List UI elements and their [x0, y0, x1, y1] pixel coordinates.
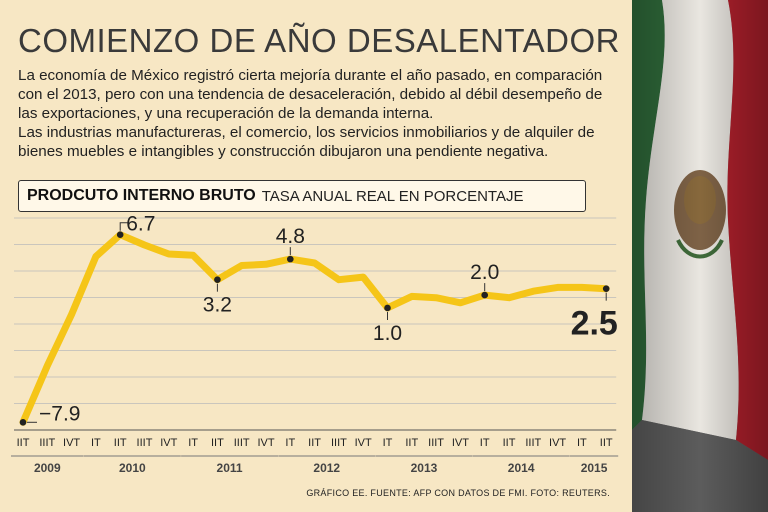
infographic-panel: COMIENZO DE AÑO DESALENTADOR La economía…: [11, 22, 624, 498]
x-tick-label: IVT: [160, 437, 177, 449]
year-label: 2014: [508, 461, 535, 475]
data-label: 2.0: [470, 261, 499, 284]
x-tick-label: IVT: [257, 437, 274, 449]
data-point: [116, 231, 124, 239]
x-tick-label: IIIT: [39, 437, 55, 449]
source-credit: GRÁFICO EE. FUENTE: AFP CON DATOS DE FMI…: [306, 488, 610, 498]
page-title: COMIENZO DE AÑO DESALENTADOR: [18, 22, 620, 59]
x-tick-label: IIT: [211, 437, 224, 449]
intro-paragraph: Las industrias manufactureras, el comerc…: [18, 124, 595, 160]
gdp-line-chart: IIT IIIT IVT IT IIT IIIT IVT IT IIT IIIT IVT IT IIT I…: [11, 213, 619, 475]
chart-title: PRODCUTO INTERNO BRUTO: [27, 187, 256, 204]
data-label: 3.2: [203, 294, 232, 317]
intro-paragraph: La economía de México registró cierta me…: [18, 67, 603, 122]
x-tick-label: IT: [480, 437, 490, 449]
x-tick-label: IIIT: [331, 437, 347, 449]
x-tick-label: IVT: [355, 437, 372, 449]
x-tick-label: IIIT: [234, 437, 250, 449]
year-label: 2010: [119, 461, 146, 475]
x-tick-label: IT: [285, 437, 295, 449]
data-point: [214, 276, 221, 283]
x-tick-label: IVT: [63, 437, 80, 449]
x-tick-label: IIT: [114, 437, 127, 449]
x-tick-label: IIT: [600, 437, 613, 449]
year-label: 2015: [581, 461, 608, 475]
data-label: 6.7: [126, 213, 155, 236]
data-label: 2.5: [571, 305, 618, 343]
x-tick-label: IIT: [405, 437, 418, 449]
data-point: [481, 291, 489, 299]
x-tick-label: IIIT: [137, 437, 153, 449]
x-tick-label: IIIT: [428, 437, 444, 449]
data-point: [287, 255, 294, 263]
data-label: −7.9: [39, 402, 80, 425]
data-point: [19, 418, 27, 426]
intro-text: La economía de México registró cierta me…: [18, 66, 624, 161]
year-label: 2011: [217, 461, 243, 475]
chart-header: PRODCUTO INTERNO BRUTO TASA ANUAL REAL E…: [18, 180, 586, 212]
year-label: 2009: [34, 461, 61, 475]
x-tick-label: IT: [383, 437, 393, 449]
x-tick-label: IVT: [452, 437, 469, 449]
x-tick-label: IT: [188, 437, 198, 449]
x-tick-label: IVT: [549, 437, 566, 449]
data-label: 4.8: [276, 225, 305, 248]
series-line: [19, 231, 610, 426]
x-tick-label: IIT: [17, 437, 30, 449]
x-tick-label: IIT: [308, 437, 321, 449]
x-tick-label: IT: [91, 437, 101, 449]
label-leader: [119, 222, 129, 231]
x-tick-label: IIT: [503, 437, 516, 449]
year-label: 2013: [411, 461, 438, 475]
chart-subtitle: TASA ANUAL REAL EN PORCENTAJE: [261, 187, 524, 205]
mexican-flag-photo: [632, 0, 768, 512]
x-tick-label: IIIT: [525, 437, 541, 449]
x-tick-label: IT: [577, 437, 587, 449]
flag-image: [632, 0, 768, 512]
year-label: 2012: [313, 461, 340, 475]
data-point: [602, 285, 610, 292]
data-point: [384, 304, 391, 312]
data-label: 1.0: [373, 322, 402, 345]
